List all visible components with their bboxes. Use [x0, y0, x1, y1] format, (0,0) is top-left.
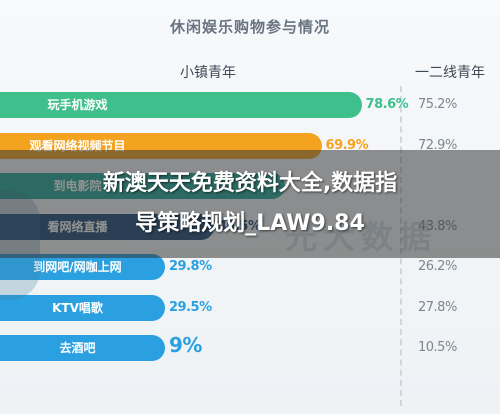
- value-label-small-town: 29.5%: [169, 299, 212, 315]
- category-label: 玩手机游戏: [47, 98, 108, 112]
- value-label-tier1-2: 72.9%: [418, 137, 457, 153]
- bar: [0, 335, 165, 361]
- caption-overlay: [0, 150, 500, 258]
- value-label-small-town: 69.9%: [325, 137, 369, 153]
- value-label-tier1-2: 10.5%: [418, 340, 457, 355]
- caption-line-2: 导策略规划_LAW9.84: [135, 211, 365, 236]
- value-label-tier1-2: 75.2%: [418, 97, 457, 112]
- column-header-small-town: 小镇青年: [180, 65, 236, 81]
- bar: [0, 294, 165, 321]
- chart-title: 休闲娱乐购物参与情况: [169, 18, 330, 36]
- value-label-tier1-2: 26.2%: [418, 259, 457, 274]
- category-label: 观看网络视频节目: [29, 138, 126, 153]
- caption-line-1: 新澳天天免费资料大全,数据指: [102, 171, 398, 196]
- value-label-tier1-2: 27.8%: [418, 299, 457, 315]
- bar: [0, 254, 165, 280]
- caption-text: 新澳天天免费资料大全,数据指 导策略规划_LAW9.84: [0, 164, 500, 244]
- bar-row: KTV唱歌 29.5% 27.8%: [0, 294, 500, 321]
- value-label-small-town: 9%: [169, 333, 202, 357]
- category-label: 去酒吧: [59, 341, 96, 355]
- bar-row: 去酒吧 9% 10.5%: [0, 333, 500, 361]
- category-label: 到网吧/网咖上网: [33, 260, 122, 274]
- bar-row: 玩手机游戏 78.6% 75.2%: [0, 92, 500, 118]
- value-label-small-town: 78.6%: [365, 97, 409, 112]
- bar: [0, 92, 362, 118]
- value-label-small-town: 29.8%: [169, 259, 212, 274]
- category-label: KTV唱歌: [52, 300, 103, 315]
- column-header-tier1-2: 一二线青年: [415, 65, 485, 81]
- bar-row: 到网吧/网咖上网 29.8% 26.2%: [0, 254, 500, 280]
